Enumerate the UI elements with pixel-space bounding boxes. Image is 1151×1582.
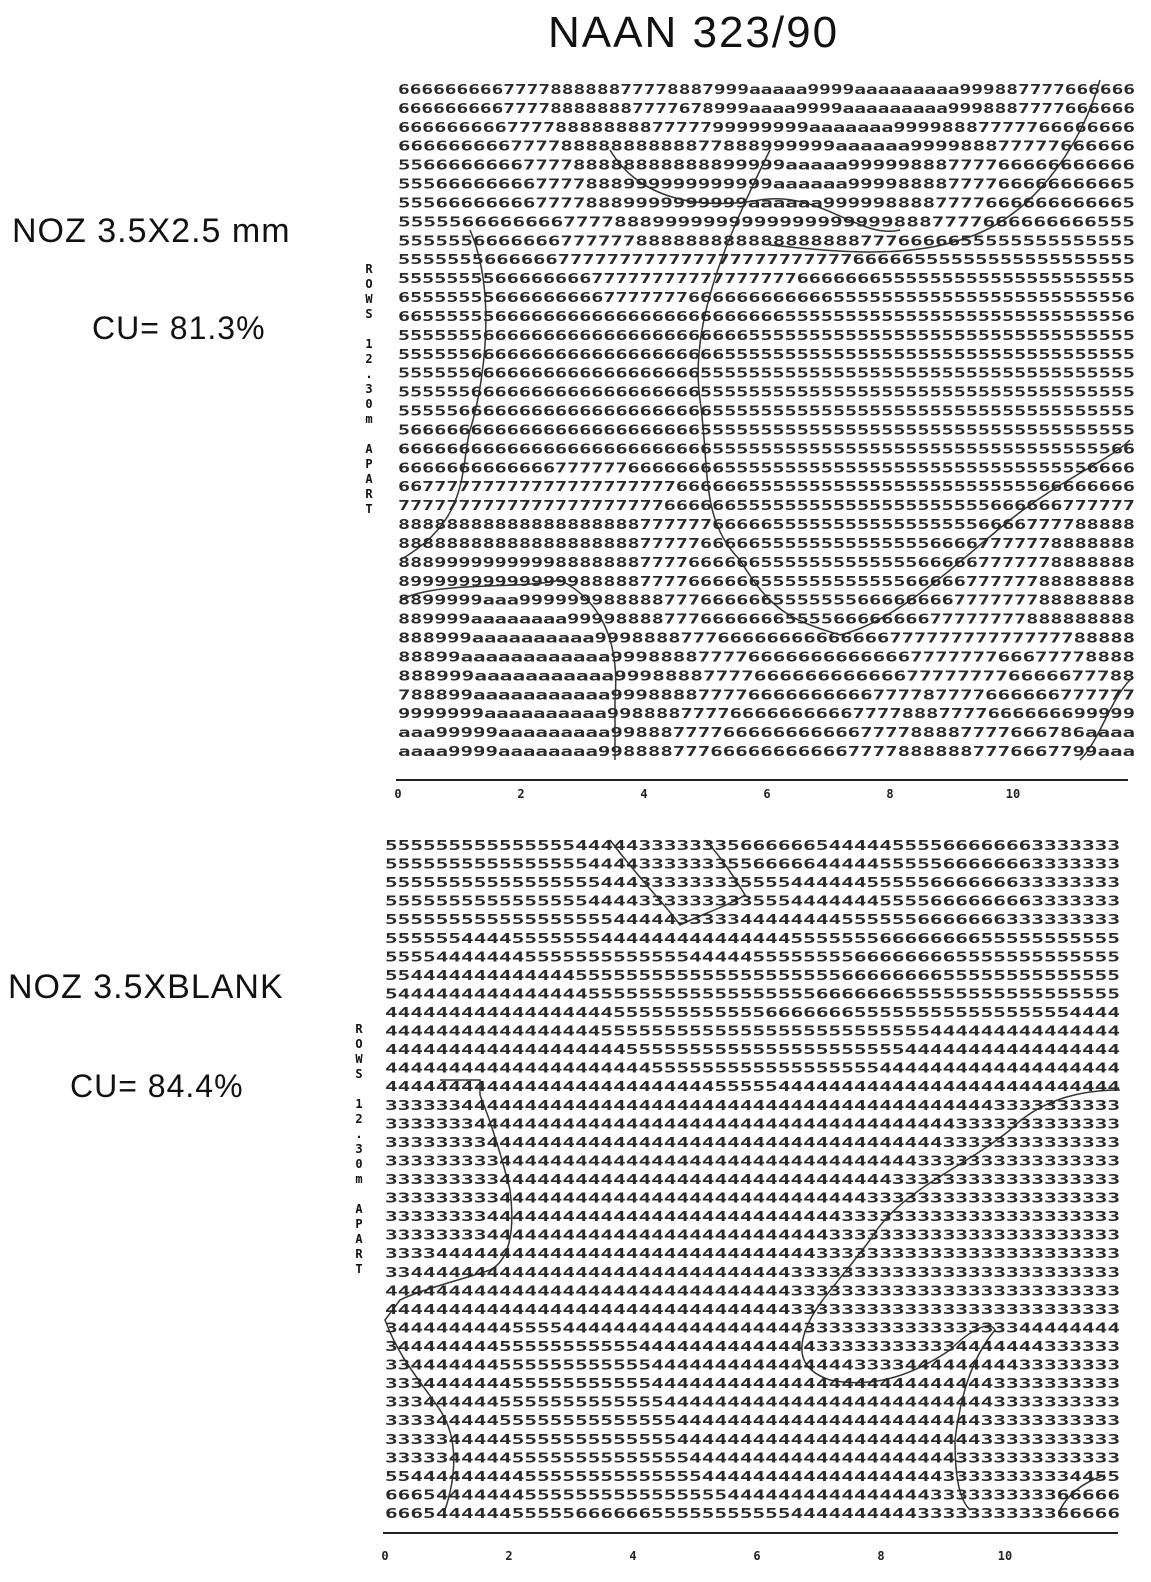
grid-row: 8899999aaa999999988888777666666555555566… bbox=[398, 594, 1135, 609]
grid-row: 3333344444555555555555554444444444444444… bbox=[385, 1451, 1120, 1466]
grid-row: 3333344444555555555555544444444444444444… bbox=[385, 1433, 1120, 1448]
grid-row: 5566666666777788888888888899999aaaaa9999… bbox=[398, 159, 1135, 174]
grid-row: 5555566666666777788899999999999999999998… bbox=[398, 215, 1135, 230]
grid-row: 5555555566666666777777777777777776666666… bbox=[398, 272, 1135, 287]
grid-row: 4444444444444444444444444455555444444444… bbox=[385, 1080, 1120, 1095]
grid-row: 7777777777777777777777666666555555555555… bbox=[398, 499, 1135, 514]
grid-row: 5555444444455555555555554444455555555666… bbox=[385, 950, 1120, 965]
grid-row: 3333333344444444444444444444444444444444… bbox=[385, 1136, 1120, 1151]
grid-row: 3334444444555555555554444444444444444444… bbox=[385, 1377, 1120, 1392]
axis-tick-label: 4 bbox=[629, 1549, 636, 1563]
page: {"header": {"title": "NAAN 323/90"}, "pa… bbox=[0, 0, 1151, 1582]
axis-tick-label: 10 bbox=[998, 1549, 1012, 1563]
grid-row: 6666666666666666666666666655555555555555… bbox=[398, 442, 1135, 457]
axis-tick-label: 0 bbox=[381, 1549, 388, 1563]
grid-row: 4444444444444444444444444444444433333333… bbox=[385, 1284, 1120, 1299]
grid-row: 8889999999999888888877776666665555555555… bbox=[398, 556, 1135, 571]
grid-row: 66666666677778888888888877888999999aaaaa… bbox=[398, 140, 1135, 155]
axis-tick-label: 4 bbox=[640, 787, 647, 801]
grid-row: 5555555555555555444433333333355544444445… bbox=[385, 895, 1120, 910]
grid-row: 5555556666666777777888888888888888888777… bbox=[398, 234, 1135, 249]
axis-tick-label: 0 bbox=[394, 787, 401, 801]
grid-row: 5555555666666666666666666666655555555555… bbox=[398, 329, 1135, 344]
grid-row: 888999aaaaaaaaaa999888877766666666666666… bbox=[398, 632, 1135, 647]
grid-row: 3333333344444444444444444444444444443333… bbox=[385, 1210, 1120, 1225]
axis-tick-label: 6 bbox=[763, 787, 770, 801]
grid-row: 3333333334444444444444444444444444444444… bbox=[385, 1154, 1120, 1169]
grid-row: 5555555666666777777777777777777777777666… bbox=[398, 253, 1135, 268]
grid-row: 3333333344444444444444444444444444433333… bbox=[385, 1229, 1120, 1244]
grid-row: 8999999999999998888877776666665555555555… bbox=[398, 575, 1135, 590]
axis-tick-label: 2 bbox=[505, 1549, 512, 1563]
grid-row: 555666666667777888999999999999aaaaaa9999… bbox=[398, 178, 1135, 193]
grid-row: 3333333334444444444444444444444444444433… bbox=[385, 1192, 1120, 1207]
grid-row: 3344444444444444444444444444444433333333… bbox=[385, 1266, 1120, 1281]
grid-row: 5666666666666666666666666555555555555555… bbox=[398, 423, 1135, 438]
grid-row: 5544444444444445555555555555555555556666… bbox=[385, 969, 1120, 984]
grid-row: 788899aaaaaaaaaaa99988887777666666666677… bbox=[398, 688, 1135, 703]
grid-row: 3333333444444444444444444444444444444444… bbox=[385, 1117, 1120, 1132]
grid-row: 3333444444444444444444444444444444333333… bbox=[385, 1247, 1120, 1262]
grid-row: 5544444444455555555555555444444444444444… bbox=[385, 1470, 1120, 1485]
grid-row: 6555555566666666677777776666666666665555… bbox=[398, 291, 1135, 306]
grid-row: 6655555566666666666666666666666655555555… bbox=[398, 310, 1135, 325]
grid-row: 9999999aaaaaaaaaa99888877776666666666777… bbox=[398, 707, 1135, 722]
grid-row: 5556666666677778889999999999aaaaaa999998… bbox=[398, 196, 1135, 211]
axis-tick-label: 6 bbox=[753, 1549, 760, 1563]
grid-row: 5555555555555555544433333333555544444455… bbox=[385, 876, 1120, 891]
grid-row: 3333444445555555555555544444444444444444… bbox=[385, 1414, 1120, 1429]
axis-tick-label: 8 bbox=[877, 1549, 884, 1563]
grid-row: 3444444445555555555544444444444444333333… bbox=[385, 1340, 1120, 1355]
grid-row: 8888888888888888888877777666665555555555… bbox=[398, 537, 1135, 552]
grid-row: 3333333334444444444444444444444444444444… bbox=[385, 1173, 1120, 1188]
grid-row: 4444444444444444444555555555555555555555… bbox=[385, 1043, 1120, 1058]
grid-row: 5555556666666666666666666665555555555555… bbox=[398, 348, 1135, 363]
grid-row: aaaa9999aaaaaaaa998888777666666666667777… bbox=[398, 745, 1135, 760]
grid-row: 6666666666666777777666666665555555555555… bbox=[398, 461, 1135, 476]
grid-row: 3333334444444444444444444444444444444444… bbox=[385, 1099, 1120, 1114]
grid-row: 4444444444444444444445555555555555555554… bbox=[385, 1062, 1120, 1077]
grid-row: 666666666777788888887777678999aaaa9999aa… bbox=[398, 102, 1135, 117]
grid-row: 5555556666666666666666666555555555555555… bbox=[398, 386, 1135, 401]
grid-row: 6666666667777888888887777799999999aaaaaa… bbox=[398, 121, 1135, 136]
grid-row: 3444444444555544444444444444444443333333… bbox=[385, 1321, 1120, 1336]
grid-row: 4444444444444444455555555555555555555555… bbox=[385, 1025, 1120, 1040]
grid-row: 5444444444444444555555555555555555666666… bbox=[385, 987, 1120, 1002]
grid-row: 4444444444444444444444444444444433333333… bbox=[385, 1303, 1120, 1318]
grid-row: 5555556666666666666666666555555555555555… bbox=[398, 367, 1135, 382]
axis-tick-label: 10 bbox=[1006, 787, 1020, 801]
grid-row: 88899aaaaaaaaaaaa99988887777666666666666… bbox=[398, 650, 1135, 665]
grid-row: 3344444445555555555554444444444444444333… bbox=[385, 1359, 1120, 1374]
grid-row: 6665444444455555555555555554444444444444… bbox=[385, 1488, 1120, 1503]
grid-row: 3334444445555555555555444444444444444444… bbox=[385, 1396, 1120, 1411]
grid-row: 5555555555555554444433333335666666544444… bbox=[385, 839, 1120, 854]
grid-row: 6665444444555556666665555555555544444444… bbox=[385, 1507, 1120, 1522]
axis-tick-label: 8 bbox=[886, 787, 893, 801]
printout: 666666666777788888877778887999aaaaa9999a… bbox=[0, 0, 1151, 1582]
grid-row: 5555566666666666666666666655555555555555… bbox=[398, 405, 1135, 420]
grid-row: 5555555555555555554444433333444444445555… bbox=[385, 913, 1120, 928]
grid-row: 8888888888888888888877777766666555555555… bbox=[398, 518, 1135, 533]
grid-row: 888999aaaaaaaaaaa99988887777666666666666… bbox=[398, 669, 1135, 684]
grid-row: 5555555555555555444433333335566666444445… bbox=[385, 858, 1120, 873]
grid-row: 889999aaaaaaaa99998888777666666655556666… bbox=[398, 613, 1135, 628]
axis-tick-label: 2 bbox=[517, 787, 524, 801]
grid-row: 6677777777777777777777766666655555555555… bbox=[398, 480, 1135, 495]
grid-row: 666666666777788888877778887999aaaaa9999a… bbox=[398, 83, 1135, 98]
grid-row: 4444444444444444445555555555556666666555… bbox=[385, 1006, 1120, 1021]
grid-row: 5555554444555555544444444444444455555556… bbox=[385, 932, 1120, 947]
grid-row: aaa99999aaaaaaaaa99888777766666666666777… bbox=[398, 726, 1135, 741]
